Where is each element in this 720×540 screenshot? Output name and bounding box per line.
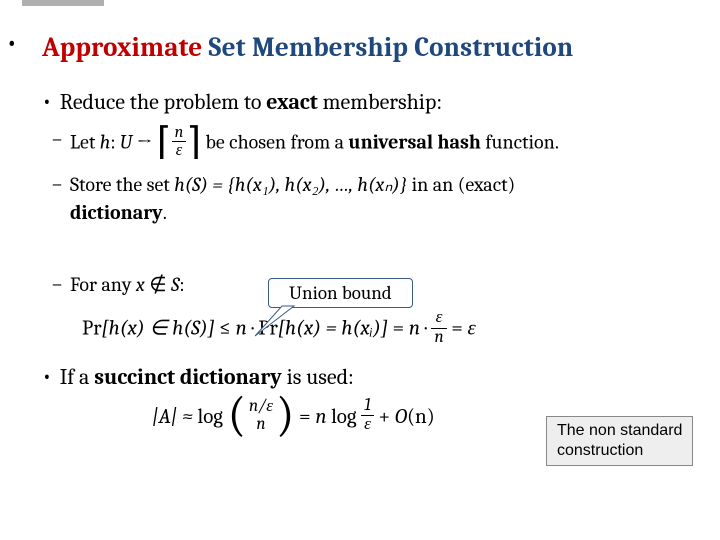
eq2-n: n — [315, 405, 326, 429]
callout-tail — [252, 304, 296, 340]
sub-1-frac: nε — [172, 124, 187, 159]
sub-1-arrow: → — [132, 130, 156, 153]
sub-1-lbracket: ⌈ — [157, 126, 172, 158]
eq1-n: n — [236, 317, 247, 341]
eq2-binom-top: n/ε — [246, 398, 276, 416]
eq2-log: log — [198, 405, 223, 429]
content-area: • Reduce the problem to exact membership… — [42, 88, 690, 437]
sub-2-t3: . — [163, 201, 167, 224]
eq1-lhs: [h(x) ∈ h(S)] — [102, 317, 215, 341]
sub-1-t1: Let — [70, 130, 100, 153]
eq1-Pr: Pr — [82, 317, 102, 341]
eq2-paren: (n) — [407, 405, 435, 429]
bullet-2-text: If a succinct dictionary is used: — [60, 363, 354, 391]
title-rest: Set Membership Construction — [202, 32, 573, 63]
bullet-1-bold: exact — [266, 89, 318, 115]
sub-2-t2: in an (exact) — [407, 173, 515, 196]
sub-1-colon: : — [110, 130, 119, 153]
eq1-frac: εn — [431, 309, 446, 346]
eq2-lhs: |A| ≈ — [152, 405, 198, 429]
eq1-n2: n — [409, 317, 420, 341]
sub-2-expr: h(S) = {h(x₁), h(x₂), …, h(xₙ)} — [174, 173, 407, 196]
note-non-standard: The non standard construction — [546, 416, 693, 466]
note-line2: construction — [557, 441, 682, 461]
eq2-binom: n/εn — [246, 398, 276, 434]
bullet-2-marker: • — [42, 363, 52, 389]
eq2-frac-num: 1 — [361, 397, 374, 416]
sub-1-dash: – — [52, 126, 62, 152]
sub-2-text: Store the set h(S) = {h(x₁), h(x₂), …, h… — [70, 171, 515, 227]
eq1-eps: ε — [468, 317, 476, 341]
top-strip — [22, 0, 104, 6]
sub-1-h: h — [100, 130, 111, 153]
eq1-frac-num: ε — [431, 309, 446, 328]
slide-title: Approximate Set Membership Construction — [42, 32, 573, 63]
sub-1-frac-den: ε — [172, 142, 187, 159]
eq2-binom-bot: n — [246, 416, 276, 434]
note-line1: The non standard — [557, 421, 682, 441]
sub-1: – Let h: U → ⌈nε⌉ be chosen from a unive… — [52, 126, 690, 161]
eq2-rparen: ) — [276, 397, 294, 436]
sub-1-bold: universal hash — [348, 130, 480, 153]
bullet-1-text: Reduce the problem to exact membership: — [60, 88, 442, 116]
eq2-eq: = — [294, 405, 315, 429]
bullet-2-t2: is used: — [282, 364, 354, 390]
equation-1: Pr[h(x) ∈ h(S)] ≤ n · Pr[h(x) = h(xᵢ)] =… — [82, 311, 690, 348]
sub-1-U: U — [120, 130, 132, 153]
eq1-eq: = — [388, 317, 409, 341]
eq2-frac-den: ε — [361, 416, 374, 434]
sub-1-frac-num: n — [172, 124, 187, 142]
sub-1-rbracket: ⌉ — [186, 126, 201, 158]
sub-3-notin: ∉ — [145, 273, 171, 296]
eq2-O: O — [395, 405, 407, 429]
sub-1-text: Let h: U → ⌈nε⌉ be chosen from a univers… — [70, 126, 559, 161]
eq2-lparen: ( — [228, 397, 246, 436]
bullet-1-marker: • — [42, 88, 52, 114]
title-word1: Approximate — [42, 32, 202, 63]
bullet-1-pre: Reduce the problem to — [60, 89, 267, 115]
sub-1-t3: function. — [481, 130, 559, 153]
eq1-le: ≤ — [215, 317, 236, 341]
eq1-frac-den: n — [431, 329, 446, 347]
callout-text: Union bound — [289, 282, 392, 304]
sub-2-t1: Store the set — [70, 173, 174, 196]
sub-2-dash: – — [52, 171, 62, 197]
sub-3-text: For any x ∉ S: — [70, 271, 185, 299]
sub-3-x: x — [136, 273, 145, 296]
bullet-2-bold: succinct dictionary — [94, 364, 282, 390]
eq2-plus: + — [374, 405, 395, 429]
eq2-log2: log — [327, 405, 357, 429]
sub-2-bold: dictionary — [70, 201, 163, 224]
sub-1-t2: be chosen from a — [201, 130, 348, 153]
corner-bullet: • — [6, 28, 18, 58]
sub-3-dash: – — [52, 271, 62, 297]
bullet-2: • If a succinct dictionary is used: — [42, 363, 690, 391]
eq1-cdot2: · — [420, 317, 431, 341]
eq1-eq2: = — [447, 317, 468, 341]
sub-2: – Store the set h(S) = {h(x₁), h(x₂), …,… — [52, 171, 690, 227]
bullet-2-t1: If a — [60, 364, 94, 390]
bullet-1-post: membership: — [318, 89, 442, 115]
sub-3-colon: : — [179, 273, 184, 296]
sub-3-t1: For any — [70, 273, 136, 296]
eq2-frac: 1ε — [361, 397, 374, 434]
bullet-1: • Reduce the problem to exact membership… — [42, 88, 690, 116]
